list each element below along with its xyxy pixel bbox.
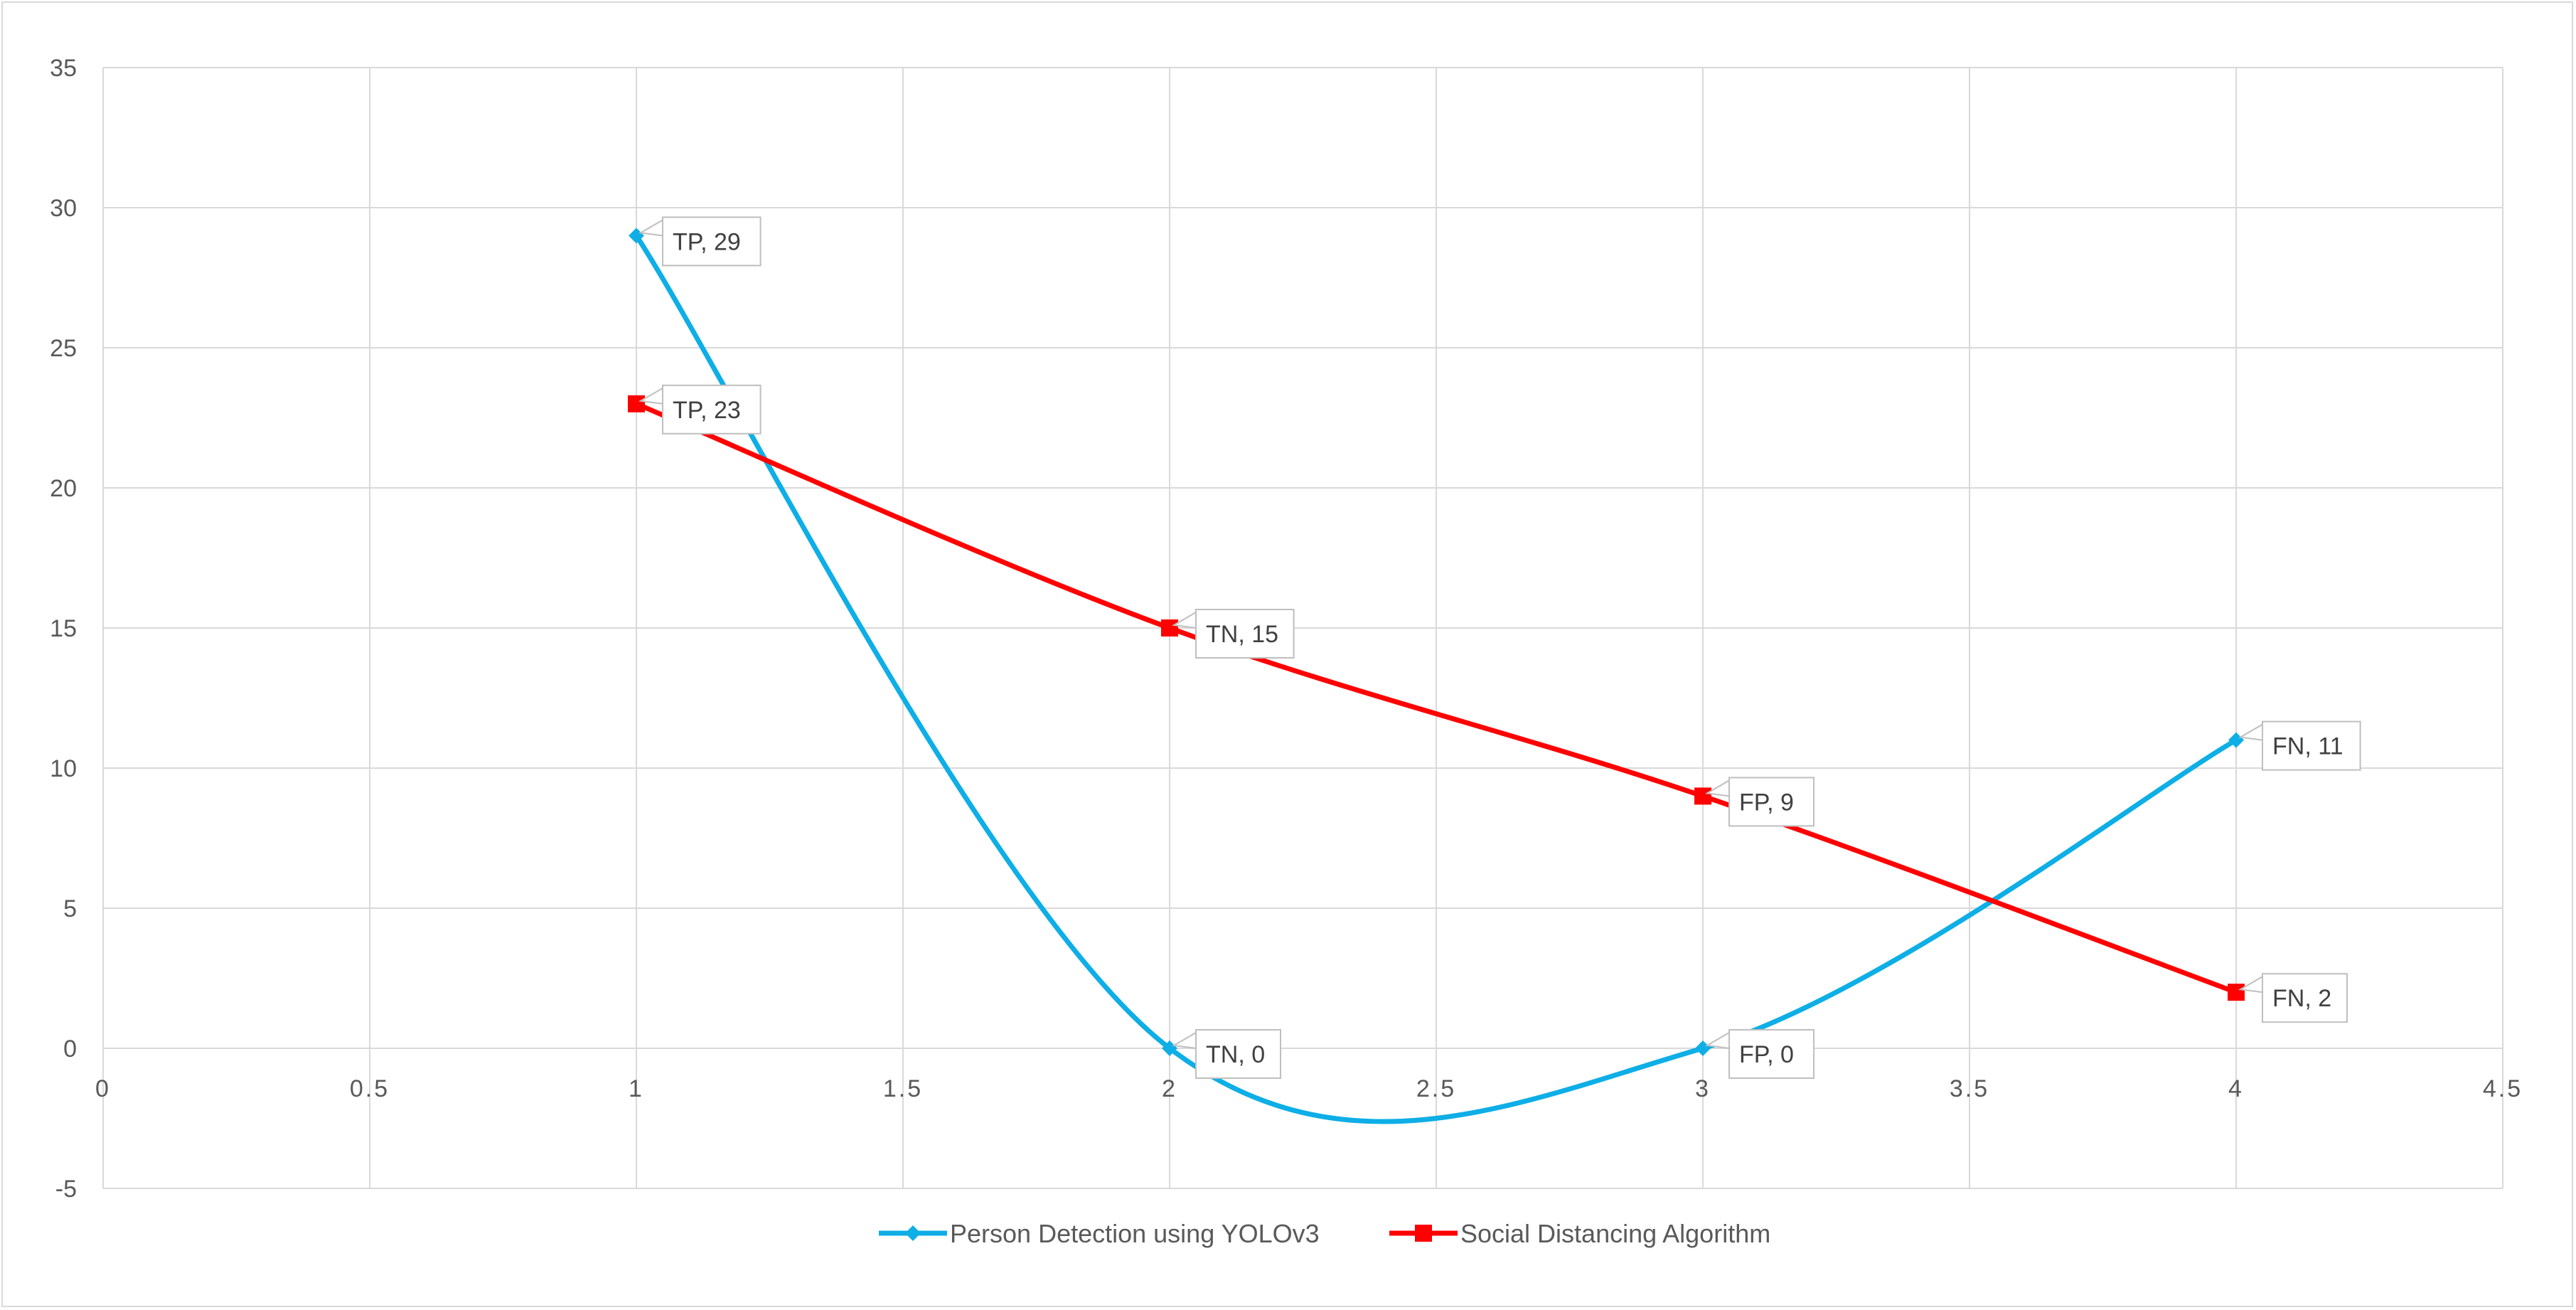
label-text: FN, 11	[2272, 733, 2343, 760]
label-box	[1728, 1029, 1815, 1079]
data-label: FP, 9	[1704, 777, 1815, 827]
label-box	[1195, 1029, 1281, 1079]
x-tick-label: 3.5	[1950, 1075, 1989, 1102]
label-box	[2262, 973, 2348, 1023]
data-point	[2228, 984, 2245, 1001]
x-tick-label: 2.5	[1416, 1075, 1456, 1102]
label-box	[662, 216, 761, 267]
label-text: FP, 9	[1739, 789, 1794, 816]
x-tick-label: 0	[95, 1075, 111, 1102]
y-tick-label: 30	[50, 195, 77, 222]
series-line	[634, 234, 2238, 1124]
data-label: TN, 15	[1171, 609, 1295, 659]
series-line	[635, 401, 2238, 995]
legend-label: Social Distancing Algorithm	[1460, 1219, 1770, 1248]
label-text: TP, 29	[673, 228, 741, 255]
legend: Person Detection using YOLOv3 Social Dist…	[879, 1219, 1770, 1248]
x-tick-label: 4	[2228, 1075, 2244, 1102]
data-point	[628, 395, 645, 412]
label-box	[1728, 777, 1815, 827]
label-box	[662, 384, 761, 435]
data-label: TP, 29	[638, 216, 761, 267]
legend-item: Social Distancing Algorithm	[1389, 1219, 1770, 1248]
data-label: FN, 2	[2238, 973, 2348, 1023]
label-box	[1195, 609, 1295, 659]
data-point	[1162, 1040, 1177, 1056]
x-tick-label: 4.5	[2483, 1075, 2523, 1102]
label-callout	[2238, 723, 2263, 741]
y-tick-label: 20	[50, 475, 77, 502]
legend-marker	[905, 1225, 921, 1241]
data-point	[1694, 787, 1711, 805]
data-label: FN, 11	[2238, 720, 2361, 771]
y-tick-label: 0	[63, 1035, 77, 1063]
x-tick-label: 1	[629, 1075, 644, 1102]
legend-item: Person Detection using YOLOv3	[879, 1219, 1320, 1248]
x-tick-label: 2	[1162, 1075, 1177, 1102]
label-text: TP, 23	[673, 397, 741, 424]
y-axis: -5 0 5 10 15 20 25 30 35	[50, 55, 77, 1203]
label-text: FP, 0	[1739, 1041, 1794, 1068]
y-tick-label: 15	[50, 615, 77, 642]
y-tick-label: 25	[50, 335, 77, 362]
series-2	[628, 395, 2245, 1001]
legend-marker	[1415, 1225, 1432, 1242]
data-label: TN, 0	[1171, 1029, 1281, 1079]
data-point	[1695, 1040, 1711, 1056]
label-text: TN, 15	[1206, 621, 1278, 648]
data-label: FP, 0	[1704, 1029, 1815, 1079]
data-point	[2228, 732, 2244, 748]
x-tick-label: 3	[1695, 1075, 1711, 1102]
y-tick-label: 5	[63, 895, 77, 922]
y-tick-label: 10	[50, 755, 77, 782]
data-labels: TP, 29 TN, 0 FP, 0 FN, 11 TP, 23 TN, 15 FP, 9 F…	[638, 216, 2361, 1079]
label-box	[2262, 720, 2361, 771]
data-point	[629, 228, 644, 244]
legend-label: Person Detection using YOLOv3	[950, 1219, 1320, 1248]
label-text: TN, 0	[1206, 1041, 1265, 1068]
label-text: FN, 2	[2272, 985, 2331, 1012]
label-callout	[1171, 1031, 1197, 1050]
label-callout	[1704, 1031, 1730, 1050]
series-1	[629, 228, 2244, 1124]
x-axis: 0 0.5 1 1.5 2 2.5 3 3.5 4 4.5	[95, 1075, 2523, 1102]
x-tick-label: 1.5	[883, 1075, 923, 1102]
y-tick-label: -5	[55, 1176, 77, 1203]
x-tick-label: 0.5	[350, 1075, 390, 1102]
data-label: TP, 23	[638, 384, 761, 435]
data-point	[1161, 619, 1178, 637]
y-tick-label: 35	[50, 55, 77, 82]
label-callout	[638, 218, 663, 237]
gridlines	[102, 67, 2503, 1189]
